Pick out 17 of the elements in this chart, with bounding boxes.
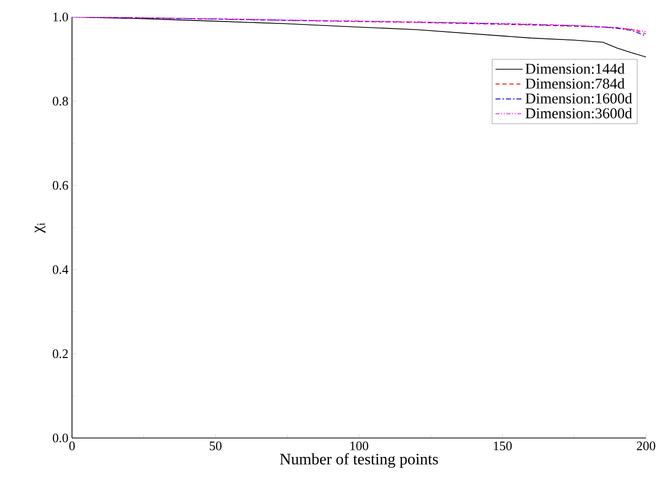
- legend-label: Dimension:3600d: [526, 108, 632, 118]
- y-tick-label: 0.2: [52, 349, 68, 358]
- y-tick-label: 0.4: [52, 265, 68, 274]
- y-tick-label: 0.6: [52, 181, 68, 190]
- legend-label: Dimension:1600d: [526, 92, 632, 104]
- y-tick-label: 1.0: [53, 12, 68, 22]
- legend-label: Dimension:144d: [526, 63, 625, 74]
- y-tick-label: 0.8: [52, 96, 68, 106]
- y-tick-label: 0.0: [52, 434, 68, 442]
- x-axis-title: Number of testing points: [280, 453, 438, 468]
- y-axis-title: χ$_{i}$: [34, 222, 46, 233]
- legend-label: Dimension:784d: [526, 78, 625, 89]
- x-tick-label: 50: [210, 442, 222, 450]
- x-tick-label: 200: [636, 442, 656, 450]
- x-tick-label: 0: [69, 442, 75, 450]
- x-tick-label: 150: [494, 442, 512, 450]
- x-tick-label: 100: [350, 442, 368, 450]
